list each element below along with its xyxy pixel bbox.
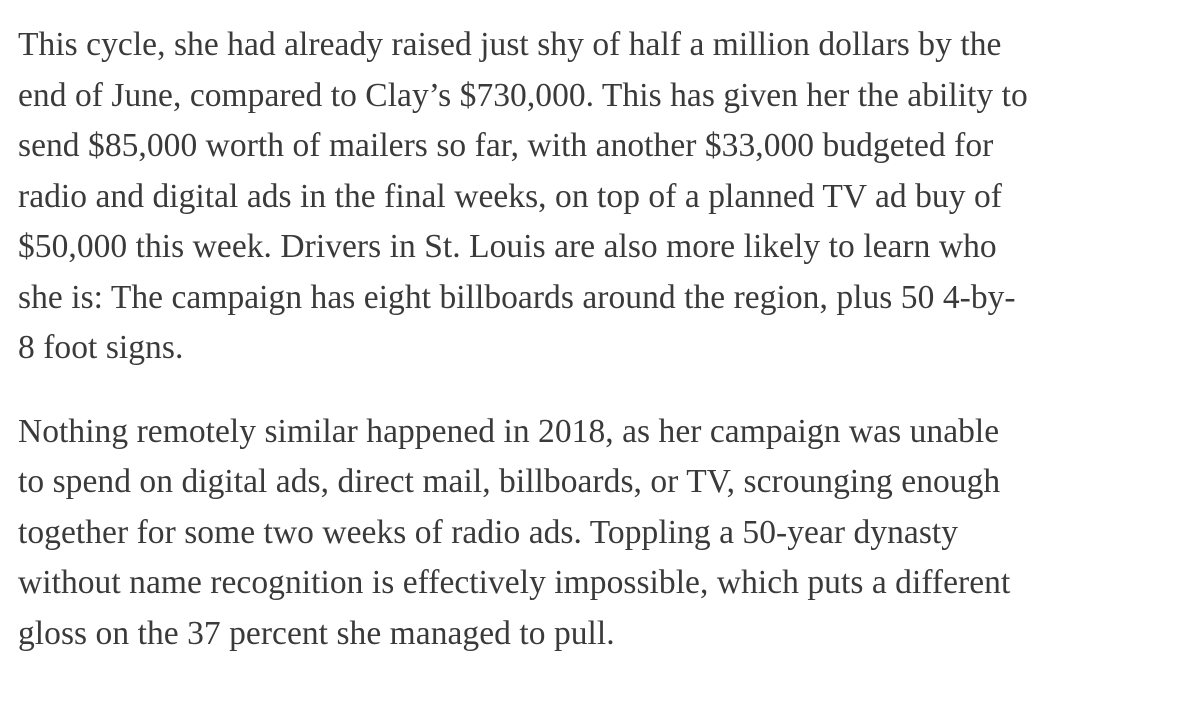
text-line: to spend on digital ads, direct mail, bi…	[18, 463, 1001, 500]
text-line: 8 foot signs.	[18, 329, 184, 366]
text-line: together for some two weeks of radio ads…	[18, 513, 959, 551]
paragraph-2: Nothing remotely similar happened in 201…	[18, 407, 1183, 660]
text-line: gloss on the 37 percent she managed to p…	[18, 614, 615, 652]
text-line: send $85,000 worth of mailers so far, wi…	[18, 127, 994, 164]
text-line: This cycle, she had already raised just …	[18, 26, 1002, 63]
text-line: Nothing remotely similar happened in 201…	[18, 412, 1000, 450]
article-body: This cycle, she had already raised just …	[18, 20, 1183, 659]
paragraph-1: This cycle, she had already raised just …	[18, 20, 1183, 374]
text-line: she is: The campaign has eight billboard…	[18, 278, 1016, 316]
text-line: radio and digital ads in the final weeks…	[18, 177, 1002, 215]
text-line: end of June, compared to Clay’s $730,000…	[18, 76, 1028, 114]
text-line: $50,000 this week. Drivers in St. Louis …	[18, 228, 997, 265]
text-line: without name recognition is effectively …	[18, 564, 1011, 601]
